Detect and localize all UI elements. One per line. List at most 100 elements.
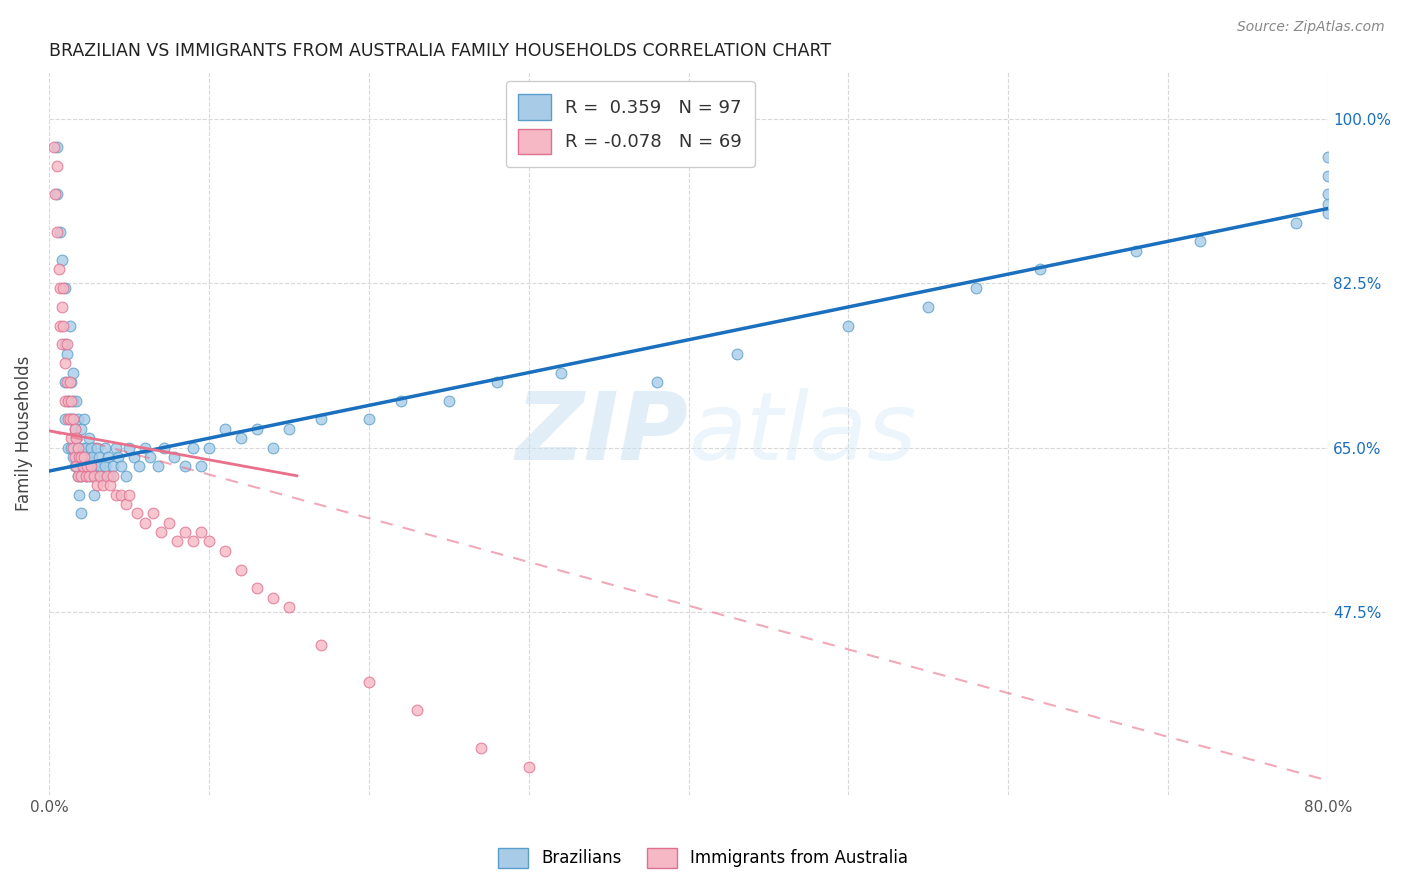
Point	[63, 459, 86, 474]
Point	[1029, 262, 1052, 277]
Point	[114, 468, 136, 483]
Point	[79, 441, 101, 455]
Point	[262, 591, 284, 605]
Point	[62, 412, 84, 426]
Point	[53, 393, 76, 408]
Point	[56, 393, 79, 408]
Point	[73, 412, 96, 426]
Point	[142, 506, 165, 520]
Point	[87, 450, 110, 464]
Point	[110, 459, 132, 474]
Point	[66, 468, 89, 483]
Point	[645, 375, 668, 389]
Point	[49, 225, 72, 239]
Point	[70, 468, 93, 483]
Legend: Brazilians, Immigrants from Australia: Brazilians, Immigrants from Australia	[491, 841, 915, 875]
Point	[52, 281, 75, 295]
Point	[75, 441, 97, 455]
Point	[59, 412, 82, 426]
Point	[62, 366, 84, 380]
Point	[149, 524, 172, 539]
Point	[229, 431, 252, 445]
Point	[53, 375, 76, 389]
Point	[53, 412, 76, 426]
Point	[46, 187, 69, 202]
Point	[70, 450, 93, 464]
Point	[1317, 150, 1340, 164]
Point	[76, 459, 98, 474]
Text: BRAZILIAN VS IMMIGRANTS FROM AUSTRALIA FAMILY HOUSEHOLDS CORRELATION CHART: BRAZILIAN VS IMMIGRANTS FROM AUSTRALIA F…	[49, 42, 831, 60]
Point	[166, 534, 188, 549]
Point	[105, 487, 128, 501]
Point	[63, 422, 86, 436]
Point	[77, 459, 100, 474]
Point	[70, 450, 93, 464]
Point	[70, 468, 93, 483]
Point	[90, 468, 112, 483]
Point	[66, 412, 89, 426]
Point	[63, 422, 86, 436]
Point	[128, 459, 150, 474]
Point	[229, 563, 252, 577]
Point	[190, 524, 212, 539]
Point	[72, 441, 94, 455]
Point	[357, 412, 380, 426]
Point	[94, 459, 117, 474]
Point	[550, 366, 572, 380]
Point	[59, 412, 82, 426]
Point	[277, 600, 299, 615]
Point	[1317, 196, 1340, 211]
Point	[86, 468, 108, 483]
Point	[55, 347, 77, 361]
Text: Source: ZipAtlas.com: Source: ZipAtlas.com	[1237, 20, 1385, 34]
Point	[53, 337, 76, 351]
Point	[79, 459, 101, 474]
Point	[262, 441, 284, 455]
Point	[101, 468, 124, 483]
Point	[837, 318, 859, 333]
Point	[98, 468, 121, 483]
Point	[89, 468, 111, 483]
Point	[49, 281, 72, 295]
Point	[146, 459, 169, 474]
Point	[1317, 187, 1340, 202]
Point	[67, 487, 90, 501]
Point	[91, 478, 114, 492]
Point	[60, 431, 83, 445]
Point	[51, 337, 73, 351]
Point	[94, 441, 117, 455]
Text: ZIP: ZIP	[516, 387, 689, 480]
Point	[725, 347, 748, 361]
Point	[46, 140, 69, 154]
Point	[157, 516, 180, 530]
Point	[62, 450, 84, 464]
Point	[62, 441, 84, 455]
Point	[46, 225, 69, 239]
Point	[181, 534, 204, 549]
Point	[83, 468, 105, 483]
Text: atlas: atlas	[689, 388, 917, 479]
Y-axis label: Family Households: Family Households	[15, 356, 32, 511]
Point	[101, 459, 124, 474]
Point	[67, 450, 90, 464]
Point	[60, 393, 83, 408]
Point	[83, 487, 105, 501]
Point	[98, 478, 121, 492]
Point	[1317, 206, 1340, 220]
Point	[65, 431, 87, 445]
Point	[198, 534, 221, 549]
Point	[62, 393, 84, 408]
Point	[163, 450, 186, 464]
Point	[246, 582, 269, 596]
Point	[65, 431, 87, 445]
Point	[389, 393, 412, 408]
Point	[134, 441, 156, 455]
Point	[60, 441, 83, 455]
Point	[517, 759, 540, 773]
Point	[59, 318, 82, 333]
Point	[198, 441, 221, 455]
Point	[138, 450, 160, 464]
Point	[56, 412, 79, 426]
Point	[405, 703, 427, 717]
Point	[72, 459, 94, 474]
